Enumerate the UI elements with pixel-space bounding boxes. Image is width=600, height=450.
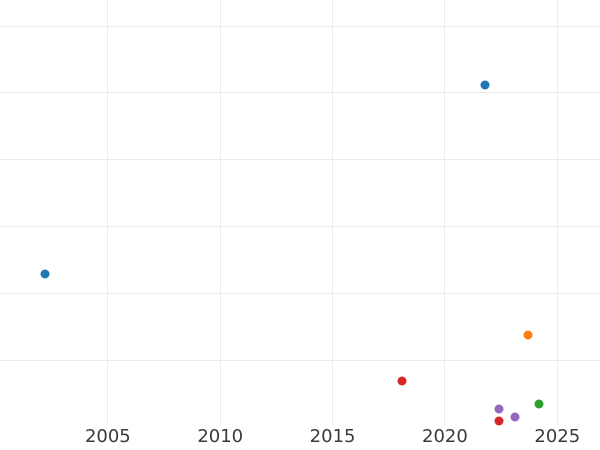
grid-line-horizontal <box>0 25 600 27</box>
grid-line-vertical <box>444 0 446 425</box>
data-point-series-red <box>494 416 504 426</box>
data-point-series-purple <box>494 404 504 414</box>
grid-line-horizontal <box>0 92 600 94</box>
data-point-series-green <box>534 399 544 409</box>
grid-line-vertical <box>107 0 109 425</box>
data-point-series-purple <box>510 412 520 422</box>
x-axis-tick-label: 2005 <box>84 426 131 447</box>
grid-line-vertical <box>556 0 558 425</box>
grid-line-vertical <box>219 0 221 425</box>
grid-line-horizontal <box>0 292 600 294</box>
data-point-series-red <box>397 376 407 386</box>
grid-line-vertical <box>332 0 334 425</box>
data-point-series-orange <box>523 330 533 340</box>
data-point-series-blue <box>40 269 50 279</box>
x-axis-tick-label: 2020 <box>422 426 468 447</box>
grid-line-horizontal <box>0 226 600 228</box>
grid-line-horizontal <box>0 359 600 361</box>
plot-area <box>0 0 600 426</box>
grid-line-horizontal <box>0 159 600 161</box>
x-axis-tick-label: 2025 <box>534 426 581 447</box>
data-point-series-blue <box>480 80 490 90</box>
x-axis-tick-label: 2015 <box>309 426 356 447</box>
x-axis-tick-label: 2010 <box>197 426 244 447</box>
